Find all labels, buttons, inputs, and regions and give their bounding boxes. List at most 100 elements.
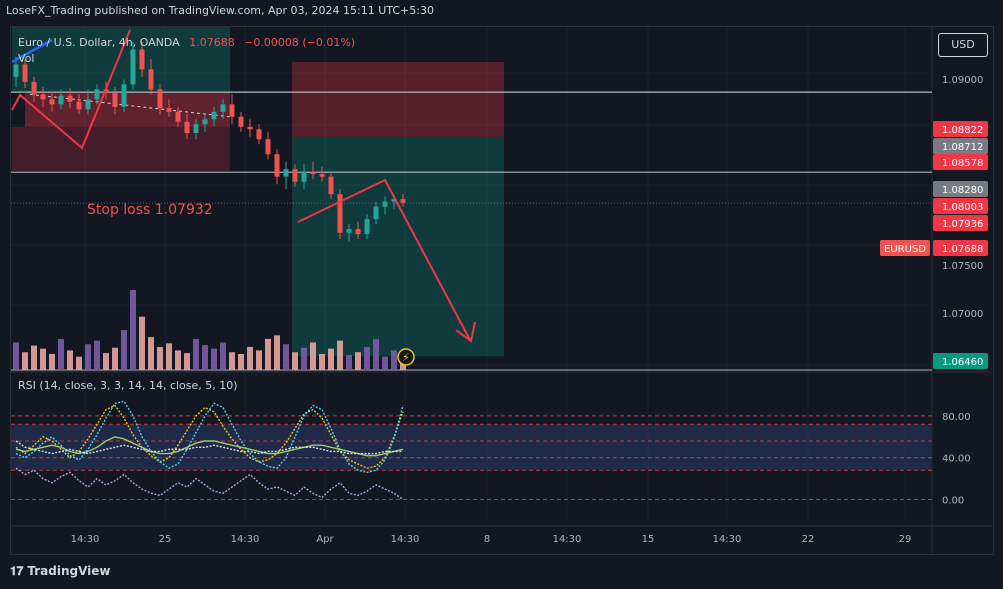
- candle-body: [58, 95, 64, 105]
- time-tick-label: 14:30: [71, 534, 100, 545]
- volume-bar: [283, 344, 289, 370]
- time-tick-label: 15: [642, 534, 655, 545]
- volume-bar: [337, 340, 343, 370]
- candle-body: [112, 93, 118, 107]
- rsi-panel: [11, 400, 932, 501]
- volume-bar: [265, 338, 271, 370]
- volume-bar: [373, 338, 379, 370]
- time-tick-label: 14:30: [553, 534, 582, 545]
- volume-bar: [310, 342, 316, 370]
- candle-body: [13, 64, 19, 77]
- price-label-text: 1.08003: [942, 202, 983, 213]
- candle-body: [238, 116, 244, 127]
- right-stop-zone: [292, 61, 504, 137]
- candle-body: [373, 206, 379, 220]
- volume-bars: [13, 290, 406, 370]
- volume-bar: [76, 356, 82, 370]
- volume-bar: [211, 348, 217, 370]
- volume-bar: [301, 347, 307, 370]
- tradingview-logo: 𝟏𝟕 TradingView: [10, 564, 111, 578]
- rsi-level-label: 80.00: [942, 412, 971, 423]
- time-tick-label: 22: [802, 534, 815, 545]
- time-tick-label: 29: [899, 534, 912, 545]
- published-caption: LoseFX_Trading published on TradingView.…: [6, 4, 434, 17]
- price-label-text: 1.08712: [942, 142, 983, 153]
- candle-body: [391, 199, 397, 202]
- price-label-box: [933, 240, 988, 256]
- candle-body: [355, 229, 361, 235]
- candle-body: [139, 49, 145, 70]
- candle-body: [274, 154, 280, 177]
- time-tick-label: Apr: [316, 534, 334, 545]
- blue-trend-segment: [11, 38, 53, 64]
- volume-bar: [148, 337, 154, 370]
- volume-bar: [139, 316, 145, 370]
- price-label-box: [933, 353, 988, 369]
- candle-body: [265, 139, 271, 155]
- candle-body: [301, 171, 307, 182]
- price-tick-label: 1.07500: [942, 261, 983, 272]
- volume-bar: [355, 352, 361, 370]
- legend-price: 1.07688: [189, 36, 235, 49]
- candle-body: [49, 99, 55, 105]
- candles: [13, 41, 406, 242]
- right-target-zone: [292, 136, 504, 357]
- volume-bar: [346, 354, 352, 370]
- candle-body: [337, 194, 343, 233]
- candle-body: [292, 169, 298, 182]
- time-tick-label: 8: [484, 534, 490, 545]
- volume-bar: [49, 354, 55, 370]
- rsi-series-line: [15, 404, 404, 469]
- time-tick-label: 14:30: [713, 534, 742, 545]
- candle-body: [175, 111, 181, 122]
- rsi-level-label: 0.00: [942, 496, 964, 507]
- candle-body: [193, 124, 199, 134]
- legend-symbol[interactable]: Euro / U.S. Dollar, 4h, OANDA: [18, 36, 180, 49]
- price-label-text: 1.07688: [942, 244, 983, 255]
- stop-loss-label: Stop loss 1.07932: [87, 202, 213, 218]
- volume-bar: [220, 342, 226, 370]
- rsi-level-label: 40.00: [942, 454, 971, 465]
- volume-bar: [85, 344, 91, 370]
- candle-body: [382, 201, 388, 207]
- candle-body: [31, 81, 37, 95]
- tradingview-mark-icon: 𝟏𝟕: [10, 564, 24, 578]
- time-tick-label: 14:30: [231, 534, 260, 545]
- legend-volume[interactable]: Vol: [18, 52, 35, 65]
- left-target-zone: [12, 27, 230, 92]
- candle-body: [202, 119, 208, 125]
- position-zones: [12, 27, 504, 357]
- time-tick-label: 25: [159, 534, 172, 545]
- candle-body: [67, 95, 73, 102]
- legend-rsi[interactable]: RSI (14, close, 3, 3, 14, 14, close, 5, …: [18, 379, 238, 392]
- price-label-box: [933, 138, 988, 154]
- candle-body: [148, 69, 154, 90]
- volume-bar: [364, 346, 370, 370]
- volume-bar: [103, 353, 109, 370]
- volume-bar: [256, 350, 262, 370]
- candle-body: [247, 126, 253, 130]
- volume-bar: [175, 350, 181, 370]
- price-label-box: [933, 215, 988, 231]
- volume-bar: [274, 335, 280, 370]
- candle-body: [85, 99, 91, 110]
- candle-body: [400, 199, 406, 203]
- volume-bar: [238, 354, 244, 370]
- candle-body: [319, 174, 325, 177]
- symbol-tag-box: [880, 240, 930, 256]
- candle-body: [130, 49, 136, 85]
- volume-bar: [382, 356, 388, 370]
- currency-button[interactable]: USD: [938, 33, 988, 57]
- zigzag-projection-left: [11, 29, 131, 150]
- price-label-box: [933, 181, 988, 197]
- rsi-series-line: [15, 467, 404, 501]
- price-label-box: [933, 121, 988, 137]
- volume-bar: [202, 345, 208, 370]
- rsi-series-line: [15, 400, 404, 474]
- candle-body: [229, 104, 235, 117]
- candle-body: [157, 89, 163, 109]
- price-tick-label: 1.09000: [942, 75, 983, 86]
- volume-bar: [67, 350, 73, 370]
- drawings: Stop loss 1.07932 ⚡: [11, 29, 476, 366]
